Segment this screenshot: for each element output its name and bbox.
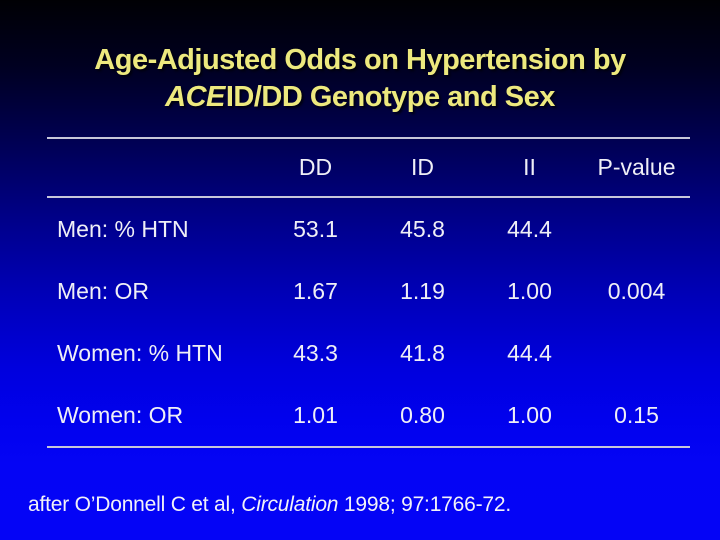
column-header-pvalue: P-value [597, 154, 676, 180]
table-row-women-or: Women: OR 1.01 0.80 1.00 0.15 [47, 384, 690, 446]
cell-id: 1.19 [400, 277, 445, 304]
cell-ii: 1.00 [507, 277, 552, 304]
cell-dd: 1.67 [293, 277, 338, 304]
title-gene-italic: ACE [165, 81, 225, 113]
table-top-rule [47, 137, 690, 139]
row-label: Women: % HTN [57, 339, 223, 366]
cell-pvalue: 0.004 [607, 277, 666, 304]
cell-ii: 44.4 [507, 339, 552, 366]
table-bottom-rule [47, 446, 690, 448]
cell-ii: 1.00 [507, 401, 552, 428]
cell-dd: 1.01 [293, 401, 338, 428]
table-row-women-htn: Women: % HTN 43.3 41.8 44.4 [47, 322, 690, 384]
table-row-men-htn: Men: % HTN 53.1 45.8 44.4 [47, 198, 690, 260]
row-label: Men: % HTN [57, 215, 189, 242]
citation-journal-italic: Circulation [241, 493, 339, 516]
table-row-men-or: Men: OR 1.67 1.19 1.00 0.004 [47, 260, 690, 322]
cell-id: 45.8 [400, 215, 445, 242]
column-header-dd: DD [298, 154, 333, 180]
slide-title: Age-Adjusted Odds on Hypertension by ACE… [0, 42, 720, 116]
cell-id: 0.80 [400, 401, 445, 428]
cell-pvalue: 0.15 [614, 401, 659, 428]
citation-footnote: after O’Donnell C et al, Circulation 199… [28, 493, 511, 517]
row-label: Women: OR [57, 401, 184, 428]
cell-id: 41.8 [400, 339, 445, 366]
column-header-id: ID [411, 154, 434, 180]
title-line-2: ACEID/DD Genotype and Sex [0, 79, 720, 116]
cell-dd: 53.1 [293, 215, 338, 242]
cell-ii: 44.4 [507, 215, 552, 242]
table-header-rule [47, 196, 690, 198]
cell-dd: 43.3 [293, 339, 338, 366]
citation-post: 1998; 97:1766-72. [338, 493, 511, 516]
table-header-row: DD ID II P-value [47, 139, 690, 196]
citation-pre: after O’Donnell C et al, [28, 493, 242, 516]
row-label: Men: OR [57, 277, 150, 304]
column-header-ii: II [523, 154, 536, 180]
title-line-2-rest: ID/DD Genotype and Sex [225, 81, 556, 113]
title-line-1: Age-Adjusted Odds on Hypertension by [94, 44, 626, 76]
data-table: DD ID II P-value Men: % HTN 53.1 45.8 44… [47, 137, 690, 448]
